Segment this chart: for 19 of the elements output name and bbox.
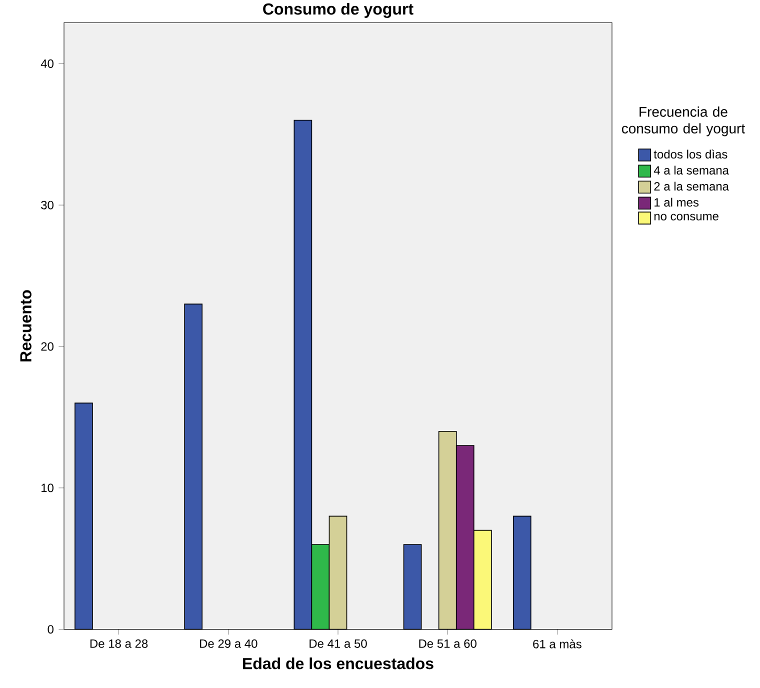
y-tick-label: 10 (42, 484, 54, 492)
legend-label: todos los dìas (654, 150, 728, 159)
y-tick-label: 40 (40, 59, 54, 68)
x-tick-label: De 29 a 40 (200, 639, 258, 648)
y-tick-label: 30 (41, 200, 54, 210)
legend-label: 1 al mes (654, 198, 699, 207)
x-tick-label: De 41 a 50 (310, 639, 367, 648)
x-tick-label: De 18 a 28 (90, 639, 148, 648)
legend-label: 2 a la semana (654, 182, 730, 191)
y-tick-label: 0 (48, 625, 54, 634)
y-tick-label: 20 (41, 342, 54, 351)
x-tick-label: De 51 a 60 (419, 639, 476, 648)
y-axis-title: Recuento (20, 290, 32, 362)
legend-label: no consume (654, 214, 718, 220)
legend-title: Frecuencia de consumo del yogurt (622, 106, 745, 136)
x-tick-label: 61 a màs (533, 639, 582, 648)
chart-title: Consumo de yogurt (263, 2, 414, 18)
x-axis-title: Edad de los encuestados (243, 657, 434, 670)
legend-label: 4 a la semana (654, 166, 730, 175)
